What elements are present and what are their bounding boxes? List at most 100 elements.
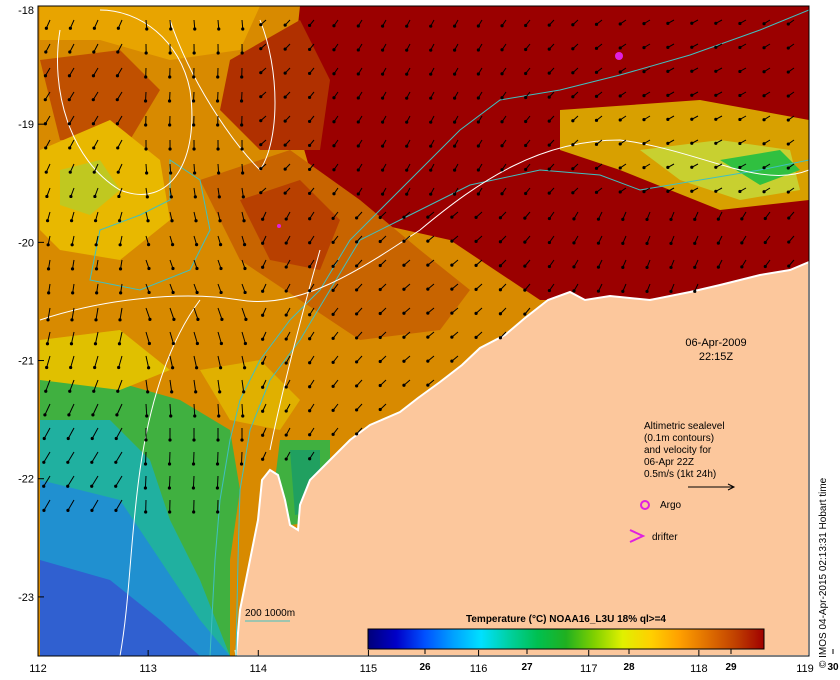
velocity-arrow-head bbox=[450, 215, 454, 219]
velocity-arrow-head bbox=[219, 290, 223, 295]
velocity-arrow-head bbox=[453, 72, 457, 76]
velocity-arrow-head bbox=[243, 266, 247, 271]
velocity-arrow-head bbox=[524, 71, 528, 76]
velocity-arrow-head bbox=[405, 168, 409, 172]
velocity-arrow-head bbox=[642, 70, 646, 74]
velocity-arrow-head bbox=[380, 96, 385, 100]
colorbar-ticks: 26 27 28 29 30 bbox=[419, 649, 839, 673]
velocity-arrow bbox=[47, 307, 51, 320]
velocity-arrow-head bbox=[690, 189, 694, 193]
velocity-arrow-head bbox=[762, 94, 766, 98]
colorbar-title: Temperature (°C) NOAA16_L3U 18% ql>=4 bbox=[466, 614, 666, 625]
velocity-arrow-head bbox=[572, 265, 576, 269]
velocity-arrow-head bbox=[524, 143, 528, 148]
velocity-arrow-head bbox=[42, 436, 46, 441]
velocity-arrow-head bbox=[621, 241, 625, 245]
velocity-arrow-head bbox=[117, 342, 122, 346]
velocity-arrow-head bbox=[500, 192, 504, 196]
velocity-arrow-head bbox=[218, 219, 222, 223]
velocity-arrow-head bbox=[116, 50, 120, 54]
velocity-arrow-head bbox=[355, 240, 359, 244]
velocity-arrow-head bbox=[171, 366, 175, 370]
velocity-arrow-head bbox=[356, 24, 360, 28]
x-tick-label: 117 bbox=[580, 663, 598, 675]
velocity-arrow-head bbox=[618, 142, 622, 146]
velocity-arrow-head bbox=[621, 265, 625, 269]
velocity-arrow-head bbox=[572, 289, 576, 293]
velocity-arrow-head bbox=[307, 47, 312, 52]
velocity-arrow-head bbox=[91, 98, 95, 102]
velocity-arrow-head bbox=[243, 341, 247, 346]
velocity-arrow-head bbox=[476, 120, 480, 124]
velocity-arrow bbox=[45, 379, 51, 392]
velocity-arrow bbox=[44, 403, 51, 416]
velocity-arrow-head bbox=[215, 486, 220, 490]
legend-line-3: and velocity for bbox=[644, 445, 712, 456]
velocity-arrow-head bbox=[145, 171, 149, 175]
velocity-arrow-head bbox=[242, 390, 246, 394]
velocity-arrow-head bbox=[308, 457, 312, 461]
velocity-arrow-head bbox=[191, 99, 196, 103]
velocity-arrow-head bbox=[380, 168, 385, 172]
velocity-arrow-head bbox=[332, 24, 336, 28]
velocity-arrow-head bbox=[68, 389, 72, 393]
velocity-arrow-head bbox=[571, 191, 575, 195]
velocity-arrow bbox=[94, 355, 99, 368]
velocity-arrow-head bbox=[714, 69, 718, 73]
velocity-arrow-head bbox=[44, 146, 48, 150]
velocity-arrow bbox=[116, 403, 123, 416]
velocity-arrow-head bbox=[169, 27, 173, 31]
velocity-arrow-head bbox=[261, 265, 265, 269]
velocity-arrow-head bbox=[331, 408, 335, 412]
velocity-arrow-head bbox=[500, 72, 504, 76]
velocity-arrow-head bbox=[378, 263, 382, 268]
velocity-arrow-head bbox=[716, 265, 720, 269]
velocity-arrow-head bbox=[786, 70, 790, 74]
velocity-arrow-head bbox=[283, 71, 287, 75]
velocity-arrow-head bbox=[378, 287, 382, 292]
velocity-arrow-head bbox=[500, 168, 504, 172]
velocity-arrow-head bbox=[740, 265, 744, 269]
velocity-arrow bbox=[145, 355, 150, 368]
velocity-arrow-head bbox=[378, 407, 382, 412]
velocity-arrow-head bbox=[786, 22, 790, 26]
velocity-arrow-head bbox=[307, 167, 312, 172]
velocity-arrow-head bbox=[283, 143, 287, 147]
velocity-arrow-head bbox=[216, 438, 220, 442]
velocity-arrow-head bbox=[666, 93, 670, 97]
velocity-arrow-head bbox=[93, 194, 97, 199]
velocity-arrow bbox=[67, 499, 75, 511]
velocity-arrow-head bbox=[220, 317, 224, 321]
velocity-arrow-head bbox=[217, 171, 221, 175]
velocity-arrow-head bbox=[426, 239, 430, 243]
velocity-arrow-head bbox=[450, 359, 454, 363]
velocity-arrow-head bbox=[762, 70, 766, 74]
velocity-arrow-head bbox=[168, 51, 172, 55]
velocity-arrow-head bbox=[786, 190, 790, 194]
velocity-arrow-head bbox=[426, 287, 430, 291]
velocity-arrow-head bbox=[666, 165, 670, 169]
velocity-arrow-head bbox=[284, 409, 288, 413]
velocity-arrow-head bbox=[67, 413, 71, 417]
isobath-lines bbox=[89, 9, 809, 656]
colorbar: Temperature (°C) NOAA16_L3U 18% ql>=4 26… bbox=[367, 614, 839, 673]
velocity-arrow-head bbox=[71, 291, 75, 295]
velocity-arrow-head bbox=[45, 365, 49, 370]
legend-line-4: 06-Apr 22Z bbox=[644, 457, 694, 468]
velocity-arrow-head bbox=[118, 243, 122, 247]
velocity-arrow-head bbox=[94, 243, 98, 247]
velocity-arrow-head bbox=[261, 241, 265, 245]
velocity-arrow-head bbox=[332, 168, 336, 172]
velocity-arrow-head bbox=[217, 414, 221, 418]
velocity-arrow-head bbox=[474, 287, 478, 291]
velocity-arrow bbox=[217, 355, 222, 368]
velocity-arrow-head bbox=[355, 432, 359, 436]
x-tick-label: 113 bbox=[139, 663, 157, 675]
velocity-arrow-head bbox=[259, 119, 263, 123]
velocity-arrow-head bbox=[283, 191, 287, 195]
velocity-arrow-head bbox=[380, 72, 385, 76]
velocity-arrow-head bbox=[405, 48, 409, 52]
velocity-arrow-head bbox=[307, 119, 312, 124]
velocity-arrow-head bbox=[666, 45, 670, 49]
velocity-arrow-head bbox=[193, 414, 197, 418]
